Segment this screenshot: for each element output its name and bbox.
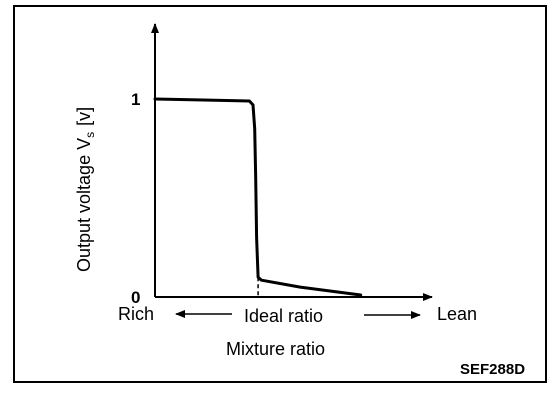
x-axis-label: Mixture ratio — [226, 339, 325, 359]
y-axis-label-main: Output voltage V — [74, 138, 94, 272]
figure-code: SEF288D — [460, 361, 525, 378]
y-axis-label: Output voltage Vs [v] — [74, 107, 97, 272]
output-voltage-curve — [153, 97, 363, 297]
x-direction-label-lean: Lean — [437, 304, 477, 324]
x-direction-label-ideal: Ideal ratio — [244, 306, 323, 326]
y-tick-label-1: 1 — [131, 90, 140, 109]
y-axis-label-unit: [v] — [74, 107, 94, 126]
x-direction-label-rich: Rich — [118, 304, 154, 324]
figure-frame — [13, 5, 547, 383]
y-tick-label-0: 0 — [131, 288, 140, 307]
y-axis-label-subscript: s — [83, 132, 97, 138]
